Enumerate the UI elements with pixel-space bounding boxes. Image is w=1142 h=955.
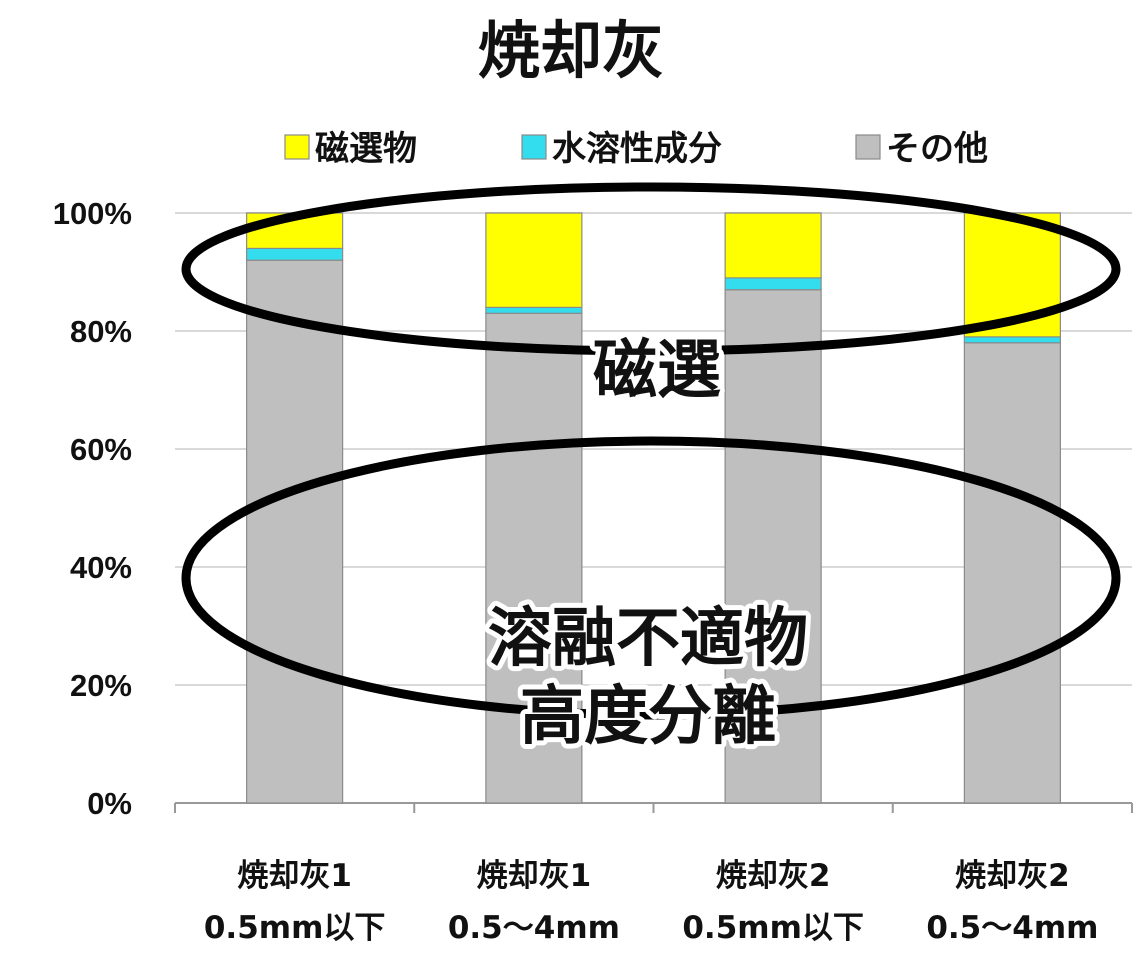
legend-swatch (521, 134, 547, 160)
y-tick-label: 60% (70, 432, 132, 467)
y-tick-label: 0% (87, 786, 132, 821)
chart-title: 焼却灰 (478, 14, 664, 87)
legend-swatch (284, 134, 310, 160)
bar-segment (963, 342, 1061, 804)
legend-label: 水溶性成分 (552, 129, 722, 169)
annotation-magnetic: 磁選 (593, 334, 721, 408)
separation-ellipse (181, 436, 1121, 720)
x-tick-label: 0.5～4mm (448, 910, 620, 946)
y-axis: 0% 20% 40% 60% 80% 100% (53, 196, 132, 821)
x-tick-label: 0.5～4mm (926, 910, 1098, 946)
x-tick-label: 焼却灰2 (716, 858, 831, 894)
bar-segment (246, 247, 344, 261)
bar-segment (485, 312, 583, 804)
annotation-unsuitable: 溶融不適物 (488, 602, 808, 676)
annotation-overlay: 磁選 溶融不適物 高度分離 (181, 182, 1121, 759)
bars (246, 212, 1061, 804)
x-axis: 焼却灰10.5mm以下焼却灰10.5～4mm焼却灰20.5mm以下焼却灰20.5… (174, 803, 1133, 946)
x-tick-label: 0.5mm以下 (204, 910, 386, 946)
legend-label: 磁選物 (315, 129, 417, 169)
bar-segment (963, 336, 1061, 344)
bar-segment (485, 212, 583, 309)
x-tick-label: 焼却灰1 (237, 858, 352, 894)
bar-segment (485, 306, 583, 314)
bar-segment (246, 259, 344, 804)
y-tick-label: 100% (53, 196, 132, 231)
x-tick-label: 焼却灰2 (955, 858, 1070, 894)
y-tick-label: 40% (70, 550, 132, 585)
legend: 磁選物 水溶性成分 その他 (284, 129, 988, 169)
magnetic-ellipse (181, 182, 1121, 356)
x-tick-label: 焼却灰1 (477, 858, 592, 894)
bar-segment (724, 277, 822, 291)
annotation-separation: 高度分離 (520, 680, 776, 754)
x-tick-label: 0.5mm以下 (682, 910, 864, 946)
legend-label: その他 (886, 129, 988, 169)
legend-swatch (855, 134, 881, 160)
y-tick-label: 20% (70, 668, 132, 703)
bar-segment (724, 212, 822, 279)
y-tick-label: 80% (70, 314, 132, 349)
